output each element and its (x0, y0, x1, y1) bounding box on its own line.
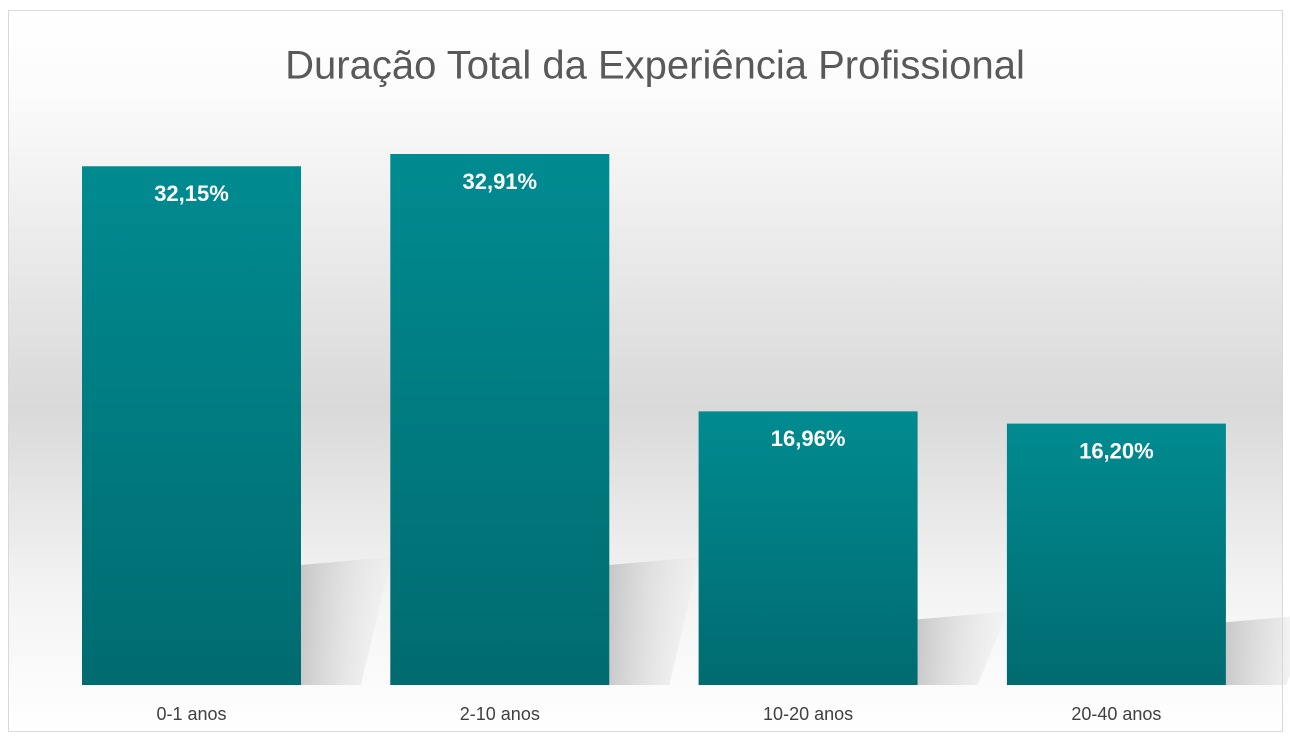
data-label: 32,91% (462, 169, 537, 194)
data-label: 16,96% (771, 426, 846, 451)
chart-title: Duração Total da Experiência Profissiona… (285, 44, 1025, 88)
data-label: 16,20% (1079, 438, 1154, 463)
bar-shadow (1225, 616, 1290, 685)
bar (698, 411, 918, 685)
bar-shadow (609, 557, 700, 685)
data-label: 32,15% (154, 181, 229, 206)
bar-shadow (301, 557, 391, 685)
bar (390, 154, 610, 685)
x-tick-label: 0-1 anos (156, 704, 226, 724)
x-tick-label: 20-40 anos (1071, 704, 1161, 724)
x-tick-label: 10-20 anos (763, 704, 853, 724)
bar (1006, 423, 1226, 685)
bar (82, 166, 301, 686)
bar-shadow (917, 611, 1008, 685)
x-tick-label: 2-10 anos (460, 704, 540, 724)
